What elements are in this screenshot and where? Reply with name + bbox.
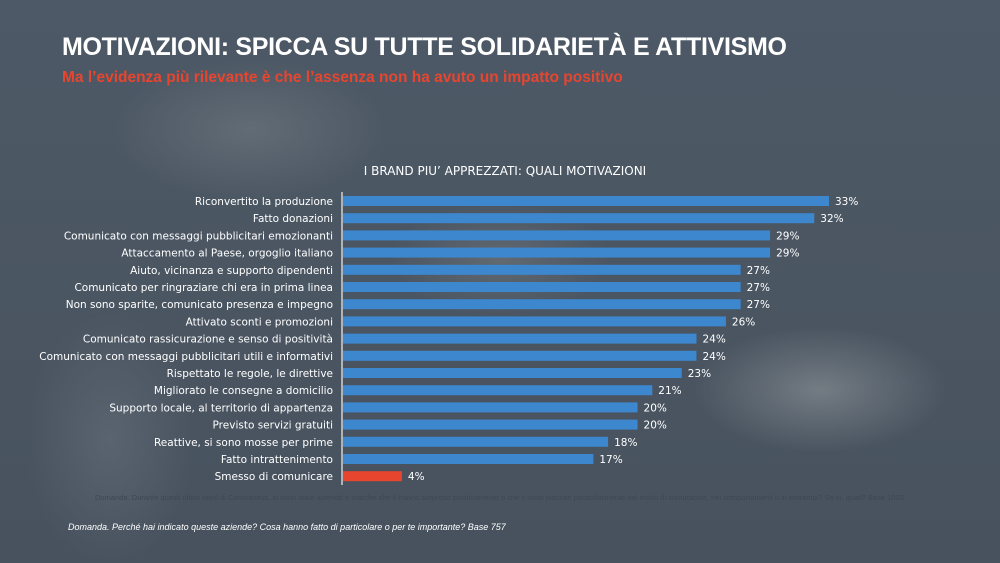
bar	[343, 436, 609, 447]
faint-footnote: Domanda. Durante questi ultimi mesi di C…	[95, 493, 904, 502]
category-label: Fatto intrattenimento	[221, 454, 333, 466]
value-label: 17%	[599, 454, 622, 466]
category-label: Smesso di comunicare	[215, 471, 333, 483]
category-label: Attaccamento al Paese, orgoglio italiano	[121, 248, 333, 260]
value-label: 18%	[614, 437, 637, 449]
value-label: 27%	[747, 282, 770, 294]
category-label: Riconvertito la produzione	[195, 196, 333, 208]
bar	[343, 299, 741, 310]
value-label: 24%	[702, 334, 725, 346]
category-label: Migliorato le consegne a domicilio	[154, 385, 333, 397]
value-label: 32%	[820, 213, 843, 225]
bar	[343, 402, 638, 413]
bar	[343, 368, 682, 378]
bar	[343, 316, 726, 327]
category-label: Reattive, si sono mosse per prime	[154, 437, 333, 449]
category-label: Rispettato le regole, le direttive	[167, 368, 333, 380]
value-label: 24%	[702, 351, 725, 363]
category-label: Fatto donazioni	[253, 213, 333, 225]
value-label: 23%	[688, 368, 711, 380]
bar	[343, 213, 815, 224]
bar	[343, 230, 771, 241]
category-label: Aiuto, vicinanza e supporto dipendenti	[130, 265, 333, 277]
value-label: 33%	[835, 196, 858, 208]
category-label: Supporto locale, al territorio di appart…	[109, 402, 333, 414]
bar	[343, 247, 771, 258]
bar	[343, 282, 741, 292]
category-label: Comunicato per ringraziare chi era in pr…	[74, 282, 333, 294]
value-label: 20%	[644, 402, 667, 414]
page-title: MOTIVAZIONI: SPICCA SU TUTTE SOLIDARIETÀ…	[62, 33, 787, 61]
bar	[343, 333, 697, 344]
category-label: Comunicato con messaggi pubblicitari emo…	[64, 230, 333, 242]
bar	[343, 454, 594, 464]
page-subtitle: Ma l’evidenza più rilevante è che l’asse…	[62, 69, 623, 86]
bar	[343, 419, 638, 430]
value-label: 29%	[776, 230, 799, 242]
value-label: 26%	[732, 316, 755, 328]
value-label: 21%	[658, 385, 681, 397]
category-label: Non sono sparite, comunicato presenza e …	[66, 299, 333, 311]
footnote: Domanda. Perché hai indicato queste azie…	[68, 522, 506, 532]
chart-title: I BRAND PIU’ APPREZZATI: QUALI MOTIVAZIO…	[363, 164, 647, 178]
bar	[343, 350, 697, 361]
category-label: Previsto servizi gratuiti	[213, 420, 333, 432]
value-label: 27%	[747, 265, 770, 277]
category-label: Comunicato con messaggi pubblicitari uti…	[39, 351, 333, 363]
value-label: 27%	[747, 299, 770, 311]
value-label: 4%	[408, 471, 425, 483]
bar	[343, 196, 829, 206]
category-label: Comunicato rassicurazione e senso di pos…	[83, 334, 333, 346]
category-label: Attivato sconti e promozioni	[186, 316, 333, 328]
bar	[343, 471, 402, 482]
bar	[343, 385, 653, 396]
value-label: 29%	[776, 248, 799, 260]
value-label: 20%	[644, 420, 667, 432]
bar	[343, 264, 741, 275]
